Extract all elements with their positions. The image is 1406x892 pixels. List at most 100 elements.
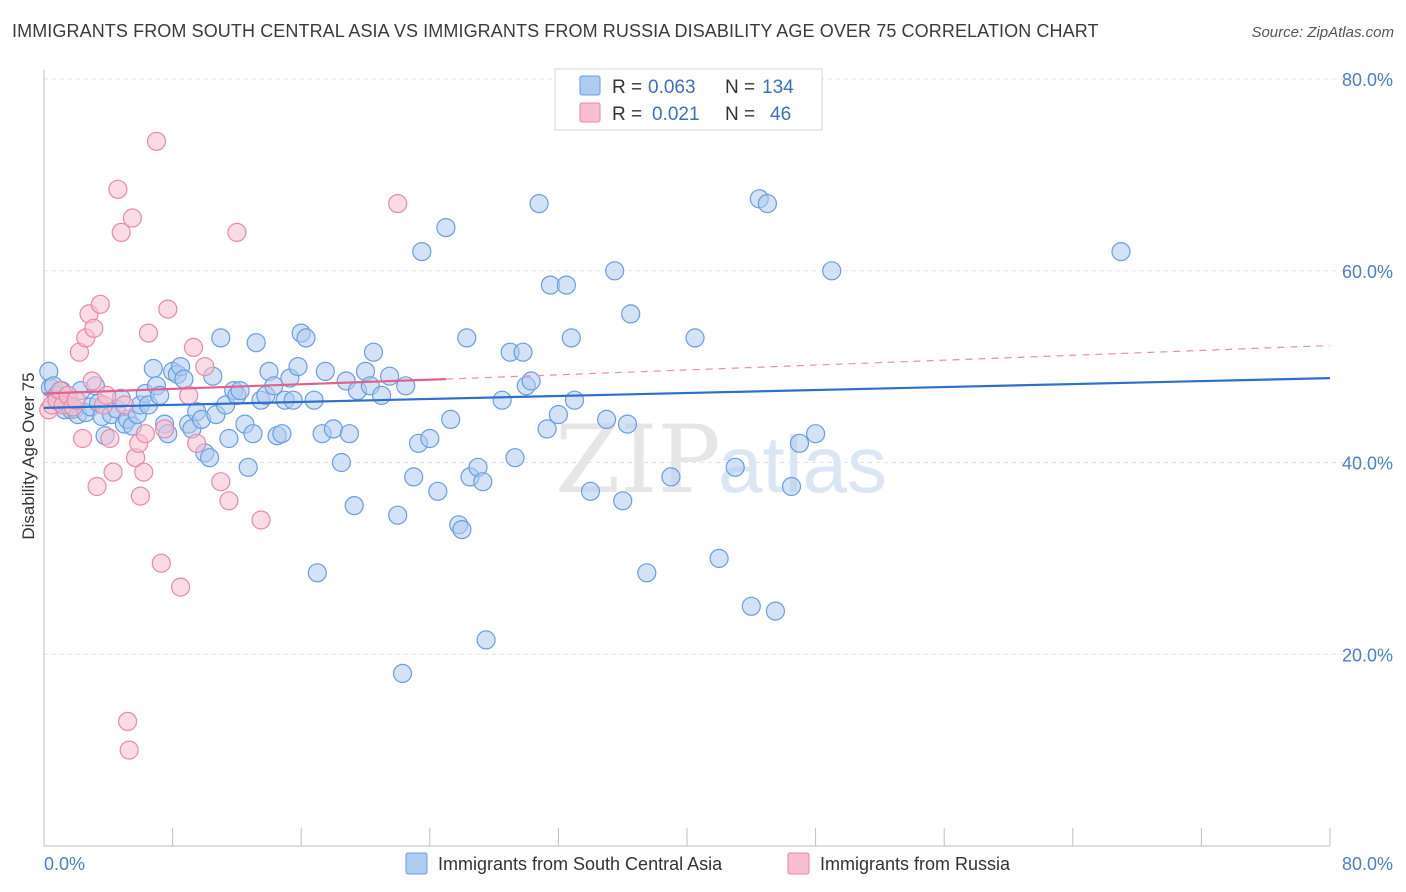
legend-swatch-pink [579,102,601,123]
point-series0-95 [457,328,477,348]
point-series0-113 [580,481,601,501]
point-series0-116 [613,491,633,511]
point-series0-129 [781,476,802,497]
point-series0-46 [211,328,231,348]
bottom-legend-swatch-blue [405,852,428,875]
trend-line-russia [43,377,446,395]
point-series0-133 [1111,242,1131,262]
point-series0-111 [561,328,581,348]
point-series0-84 [392,663,413,684]
point-series0-115 [605,261,625,281]
legend-r-value-blue: 0.063 [648,77,696,98]
point-series0-100 [492,390,512,410]
y-tick-label-40: 40.0% [1342,454,1393,474]
source-credit: Source: ZipAtlas.com [1251,24,1394,41]
point-series1-38 [183,337,204,357]
point-series1-24 [119,740,139,760]
point-series0-61 [272,424,292,444]
point-series1-33 [151,553,171,573]
legend-n-label-pink: N = [725,104,755,125]
legend-r-label-pink: R = [612,104,642,125]
bottom-legend-label-blue: Immigrants from South Central Asia [438,854,723,874]
point-series0-68 [304,390,324,410]
y-tick-label-80: 80.0% [1342,70,1393,90]
point-series1-36 [171,577,191,597]
trend-lines [43,344,1331,409]
point-series1-44 [251,510,271,530]
point-series1-20 [108,179,128,199]
point-series0-108 [540,275,561,295]
bottom-legend-label-pink: Immigrants from Russia [820,854,1011,874]
point-series0-131 [805,424,826,444]
y-tick-label-60: 60.0% [1342,262,1393,282]
bottom-legend-swatch-pink [787,852,810,875]
gridlines [44,78,1392,655]
point-series1-17 [97,385,117,405]
stats-legend: R = 0.063 N = 134 R = 0.021 N = 46 [554,68,823,131]
point-series0-105 [521,371,541,391]
point-series0-130 [789,433,810,453]
point-series0-106 [529,194,549,214]
point-series0-37 [174,369,194,389]
point-series0-82 [380,366,400,386]
watermark: ZIP atlas [555,406,887,515]
point-series1-28 [130,486,150,506]
point-series0-124 [725,457,745,477]
point-series0-86 [404,467,424,487]
point-series0-89 [420,428,440,449]
point-series0-127 [757,194,778,214]
series-legend: Immigrants from South Central Asia Immig… [405,852,1011,875]
point-series1-42 [219,491,239,511]
trend-line-russia-extension [445,344,1331,380]
point-series1-39 [187,433,207,453]
point-series1-21 [111,222,131,242]
x-ticks [172,828,1331,846]
point-series0-88 [412,242,432,262]
point-series1-31 [138,323,159,343]
chart-title: IMMIGRANTS FROM SOUTH CENTRAL ASIA VS IM… [12,21,1099,41]
point-series1-18 [100,428,120,449]
point-series1-13 [84,318,104,338]
point-series0-75 [339,424,359,444]
point-series0-51 [230,381,250,401]
y-tick-label-20: 20.0% [1342,645,1393,665]
legend-swatch-blue [579,75,601,96]
legend-r-value-pink: 0.021 [652,104,700,125]
point-series0-114 [596,409,617,429]
point-series1-45 [388,194,408,214]
point-series1-23 [117,711,138,732]
point-series0-94 [452,519,472,540]
legend-n-value-blue: 134 [762,77,794,98]
point-series0-110 [556,275,577,295]
point-series0-54 [243,424,263,444]
point-series0-48 [219,428,239,449]
point-series1-15 [90,294,110,314]
point-series0-123 [709,548,729,569]
point-series1-29 [134,462,154,482]
point-series0-69 [307,563,327,583]
point-series0-92 [441,409,461,429]
point-series0-71 [315,361,335,381]
x-tick-label-min: 0.0% [44,854,85,874]
point-series0-29 [143,358,163,379]
point-series0-119 [637,563,657,583]
series-russia-points [39,131,408,760]
point-series1-32 [146,131,167,151]
trend-line-south-central-asia [43,377,1331,409]
point-series0-91 [436,218,456,238]
point-series0-90 [428,481,448,501]
legend-r-label-blue: R = [612,77,642,98]
y-axis-label: Disability Age Over 75 [19,372,38,539]
point-series0-122 [685,328,705,348]
point-series0-118 [621,304,641,324]
point-series0-109 [548,405,569,425]
point-series0-65 [288,357,308,377]
point-series0-81 [372,385,392,405]
point-series0-83 [388,505,408,525]
point-series0-80 [363,342,384,362]
point-series1-34 [155,419,175,439]
point-series0-112 [564,390,585,410]
point-series0-43 [200,448,220,468]
series-south-central-asia-points [39,98,1131,684]
